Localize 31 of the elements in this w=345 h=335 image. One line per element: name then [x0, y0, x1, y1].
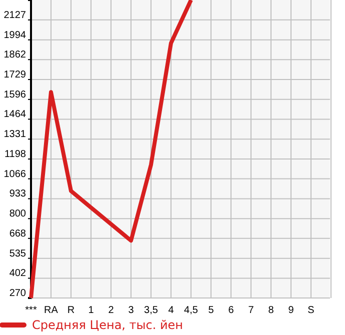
y-tick-label: 402: [9, 268, 26, 280]
x-tick-label: R: [67, 305, 75, 316]
x-tick-label: 3,5: [144, 305, 158, 316]
x-tick-label: S: [308, 305, 315, 316]
y-tick-label: 1862: [4, 50, 26, 61]
legend-label: Средняя Цена, тыс. йен: [32, 318, 184, 332]
y-tick-label: 800: [9, 208, 26, 220]
y-tick-label: 1198: [4, 149, 26, 160]
y-tick-label: 270: [9, 288, 26, 299]
y-tick-label: 535: [9, 248, 26, 260]
y-tick-label: 1464: [4, 109, 26, 120]
x-tick-label: ***: [25, 305, 37, 316]
x-tick-label: 7: [248, 305, 254, 316]
x-tick-label: RA: [44, 305, 58, 316]
y-tick-label: 2127: [4, 10, 26, 21]
y-tick-label: 933: [9, 188, 26, 200]
x-tick-label: 1: [88, 305, 94, 316]
x-tick-label: 9: [288, 305, 294, 316]
y-tick-label: 668: [9, 228, 26, 240]
y-tick-label: 1994: [4, 30, 26, 41]
y-tick-label: 1596: [4, 89, 26, 100]
y-tick-label: 1729: [4, 70, 26, 81]
x-tick-label: 2: [108, 305, 114, 316]
x-tick-label: 3: [128, 305, 134, 316]
x-tick-label: 8: [268, 305, 274, 316]
y-tick-label: 1331: [4, 129, 26, 140]
x-tick-label: 5: [208, 305, 214, 316]
y-tick-label: 1066: [4, 168, 26, 180]
x-tick-label: 6: [228, 305, 234, 316]
x-tick-label: 4,5: [184, 305, 198, 316]
x-tick-label: 4: [168, 305, 174, 316]
